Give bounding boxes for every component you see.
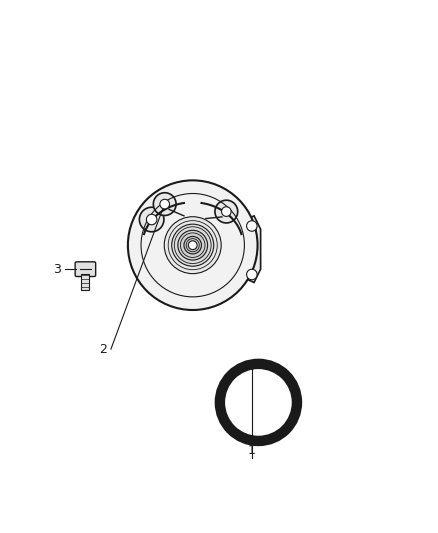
Circle shape [172, 224, 214, 266]
Circle shape [247, 221, 257, 231]
Circle shape [215, 200, 238, 223]
FancyBboxPatch shape [81, 274, 89, 290]
Text: 2: 2 [99, 343, 107, 356]
FancyBboxPatch shape [75, 262, 95, 277]
Circle shape [222, 207, 231, 216]
Circle shape [146, 214, 157, 225]
Circle shape [160, 199, 170, 209]
Circle shape [153, 193, 176, 215]
Circle shape [128, 180, 258, 310]
Circle shape [139, 207, 164, 232]
Circle shape [188, 241, 197, 249]
Circle shape [184, 237, 201, 254]
Text: 3: 3 [53, 263, 61, 276]
Polygon shape [237, 216, 261, 282]
Circle shape [178, 230, 208, 260]
Circle shape [247, 269, 257, 280]
Text: 1: 1 [248, 444, 256, 457]
Circle shape [164, 217, 221, 273]
